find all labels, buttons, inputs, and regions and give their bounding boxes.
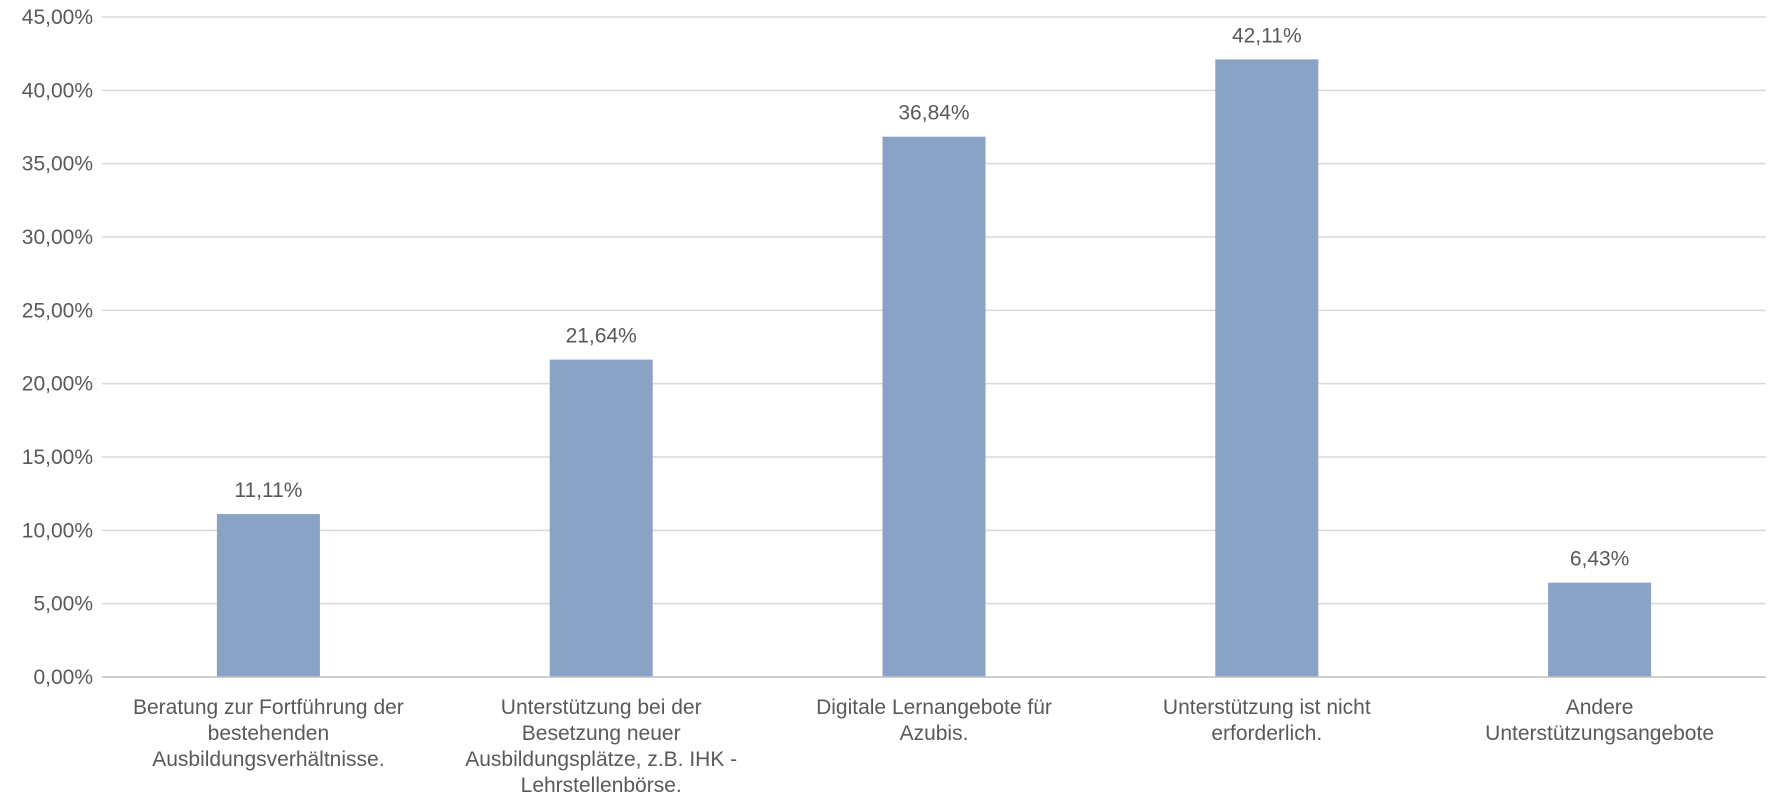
x-category-label-line: erforderlich. xyxy=(1211,722,1322,745)
category-labels: Beratung zur Fortführung der bestehenden A… xyxy=(133,696,1714,797)
bar xyxy=(1215,59,1319,678)
bars xyxy=(216,59,1652,678)
y-tick-label: 25,00% xyxy=(22,299,93,322)
data-labels: 11,11% 21,64% 36,84% 42,11% 6,43% xyxy=(234,24,1629,570)
y-tick-label: 30,00% xyxy=(22,226,93,249)
bar xyxy=(1548,582,1652,677)
x-category-label-line: Ausbildungsverhältnisse. xyxy=(152,748,384,771)
y-tick-label: 40,00% xyxy=(22,79,93,102)
y-tick-label: 15,00% xyxy=(22,446,93,469)
x-category-label-line: Unterstützung bei der xyxy=(501,696,702,719)
x-category-label-line: Beratung zur Fortführung der xyxy=(133,696,404,719)
x-category-label-line: Azubis. xyxy=(900,722,969,745)
data-label: 21,64% xyxy=(566,325,637,348)
x-category-label-line: Ausbildungsplätze, z.B. IHK - xyxy=(465,748,737,771)
x-category-label-line: Andere xyxy=(1566,696,1634,719)
y-tick-label: 35,00% xyxy=(22,153,93,176)
x-category-label: Unterstützung ist nicht erforderlich. xyxy=(1163,696,1371,745)
x-category-label-line: Besetzung neuer xyxy=(522,722,681,745)
y-tick-label: 20,00% xyxy=(22,373,93,396)
y-tick-label: 5,00% xyxy=(33,593,93,616)
y-axis-ticks: 0,00% 5,00% 10,00% 15,00% 20,00% 25,00% 30,00%… xyxy=(22,6,93,689)
data-label: 11,11% xyxy=(234,479,302,502)
x-category-label: Beratung zur Fortführung der bestehenden A… xyxy=(133,696,404,771)
x-category-label: Unterstützung bei der Besetzung neuer Ausb… xyxy=(465,696,737,797)
y-tick-label: 45,00% xyxy=(22,6,93,29)
x-category-label: Andere Unterstützungsangebote xyxy=(1485,696,1714,745)
bar xyxy=(882,136,986,677)
x-category-label: Digitale Lernangebote für Azubis. xyxy=(816,696,1052,745)
y-tick-label: 10,00% xyxy=(22,519,93,542)
bar xyxy=(549,359,653,677)
x-category-label-line: Lehrstellenbörse. xyxy=(521,774,682,797)
data-label: 6,43% xyxy=(1570,548,1630,571)
data-label: 36,84% xyxy=(898,102,969,125)
bar xyxy=(216,514,320,677)
y-tick-label: 0,00% xyxy=(33,666,93,689)
x-category-label-line: Digitale Lernangebote für xyxy=(816,696,1052,719)
data-label: 42,11% xyxy=(1232,24,1302,47)
x-category-label-line: bestehenden xyxy=(208,722,329,745)
x-category-label-line: Unterstützungsangebote xyxy=(1485,722,1714,745)
x-category-label-line: Unterstützung ist nicht xyxy=(1163,696,1371,719)
